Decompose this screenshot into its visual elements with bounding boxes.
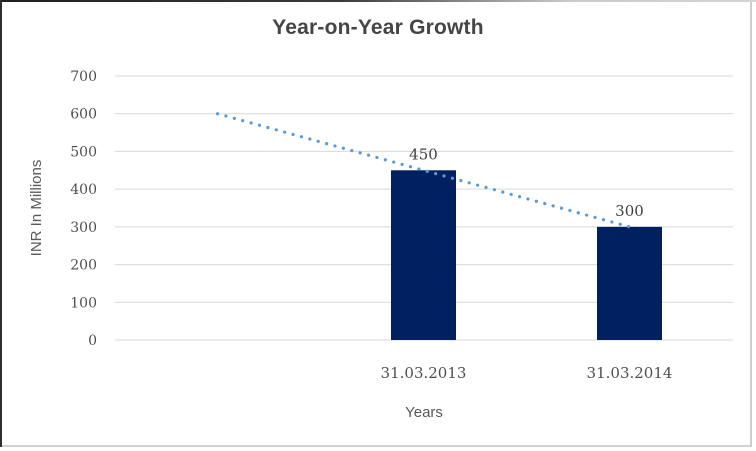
frame-border-bottom <box>2 445 750 447</box>
chart-title: Year-on-Year Growth <box>272 16 484 39</box>
bar-data-label: 300 <box>615 202 644 220</box>
trendline <box>215 112 632 229</box>
y-tick-label: 400 <box>70 182 97 198</box>
x-tick-label: 31.03.2014 <box>587 364 673 382</box>
y-tick-label: 700 <box>70 69 97 85</box>
y-tick-label: 200 <box>70 258 97 274</box>
y-tick-label: 100 <box>70 295 97 311</box>
y-axis-title: INR In Millions <box>28 159 45 257</box>
x-axis-title: Years <box>405 404 443 421</box>
y-tick-label: 0 <box>88 333 97 349</box>
y-tick-label: 300 <box>70 220 97 236</box>
bar <box>597 226 662 340</box>
bar-data-label: 450 <box>409 145 438 163</box>
y-tick-label: 600 <box>70 107 97 123</box>
x-tick-label: 31.03.2013 <box>381 364 467 382</box>
y-tick-label: 500 <box>70 144 97 160</box>
bar <box>391 170 456 340</box>
frame-border-top <box>0 0 756 2</box>
frame-border-right <box>750 2 752 447</box>
frame-border-left <box>0 0 2 447</box>
